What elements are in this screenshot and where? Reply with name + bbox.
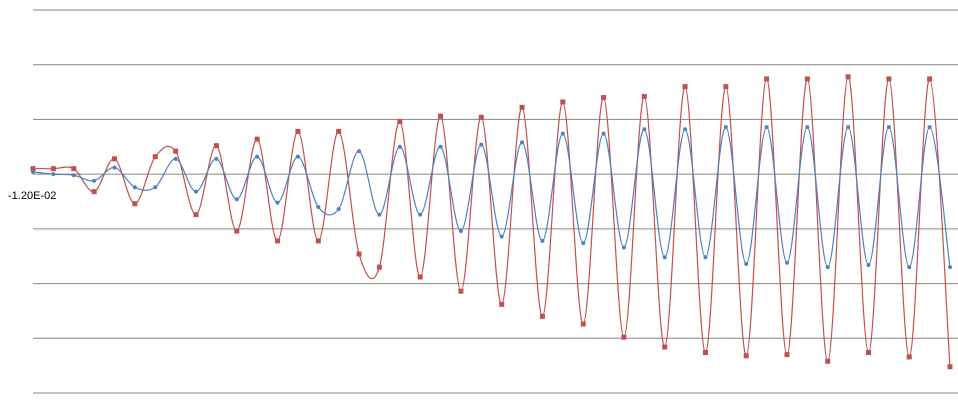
marker [784, 260, 789, 265]
marker [376, 264, 382, 270]
marker [50, 166, 56, 172]
series-line [32, 76, 951, 367]
marker [580, 321, 586, 327]
marker [927, 125, 932, 130]
marker [254, 136, 260, 142]
marker [112, 165, 117, 170]
marker [702, 350, 708, 356]
marker [356, 251, 362, 257]
marker [499, 234, 504, 239]
marker [336, 128, 342, 134]
marker [662, 255, 667, 260]
marker [194, 189, 199, 194]
marker [31, 169, 35, 174]
marker [193, 212, 199, 218]
marker [71, 166, 77, 172]
marker [478, 114, 484, 120]
marker [112, 156, 118, 162]
marker [948, 265, 952, 270]
series-line [32, 126, 951, 268]
marker [621, 245, 626, 250]
marker [927, 76, 933, 82]
marker [458, 288, 464, 294]
marker [845, 74, 851, 80]
marker [764, 125, 769, 130]
marker [947, 364, 953, 370]
marker [825, 265, 830, 270]
marker [906, 354, 912, 360]
marker [804, 76, 810, 82]
marker [418, 212, 423, 217]
marker [51, 172, 56, 177]
marker [723, 125, 728, 130]
marker [152, 154, 158, 160]
marker [153, 185, 158, 190]
marker [886, 125, 891, 130]
marker [234, 197, 239, 202]
marker [743, 353, 749, 359]
marker [438, 144, 443, 149]
marker [213, 143, 219, 149]
marker [560, 99, 566, 105]
marker [255, 154, 260, 159]
marker [173, 148, 179, 154]
axis-label: -1.20E-02 [8, 190, 56, 202]
marker [682, 84, 688, 90]
marker [234, 228, 240, 234]
marker [764, 76, 770, 82]
marker [784, 352, 790, 358]
marker [397, 119, 403, 125]
marker [907, 265, 912, 270]
marker [173, 156, 178, 161]
marker [601, 131, 606, 136]
marker [214, 156, 219, 161]
marker [71, 173, 76, 178]
marker [641, 93, 647, 99]
marker [703, 255, 708, 260]
marker [295, 154, 300, 159]
marker [438, 113, 444, 119]
marker [30, 166, 36, 172]
marker [479, 142, 484, 147]
marker [846, 125, 851, 130]
marker [336, 207, 341, 212]
marker [662, 344, 668, 350]
marker [621, 334, 627, 340]
marker [825, 358, 831, 364]
marker [417, 274, 423, 280]
marker [601, 95, 607, 101]
marker [92, 178, 97, 183]
marker [866, 262, 871, 267]
marker [132, 185, 137, 190]
marker [581, 241, 586, 246]
marker [499, 301, 505, 307]
marker [91, 189, 97, 195]
marker [805, 125, 810, 130]
marker [132, 201, 138, 207]
marker [744, 261, 749, 266]
marker [865, 350, 871, 356]
marker [683, 127, 688, 132]
marker [275, 200, 280, 205]
marker [560, 131, 565, 136]
marker [377, 212, 382, 217]
marker [642, 127, 647, 132]
marker [540, 238, 545, 243]
marker [315, 238, 321, 244]
marker [295, 128, 301, 134]
marker [397, 144, 402, 149]
marker [723, 84, 729, 90]
marker [316, 204, 321, 209]
marker [357, 149, 362, 154]
marker [458, 229, 463, 234]
marker [886, 76, 892, 82]
marker [520, 140, 525, 145]
marker [519, 104, 525, 110]
marker [539, 313, 545, 319]
marker [275, 238, 281, 244]
